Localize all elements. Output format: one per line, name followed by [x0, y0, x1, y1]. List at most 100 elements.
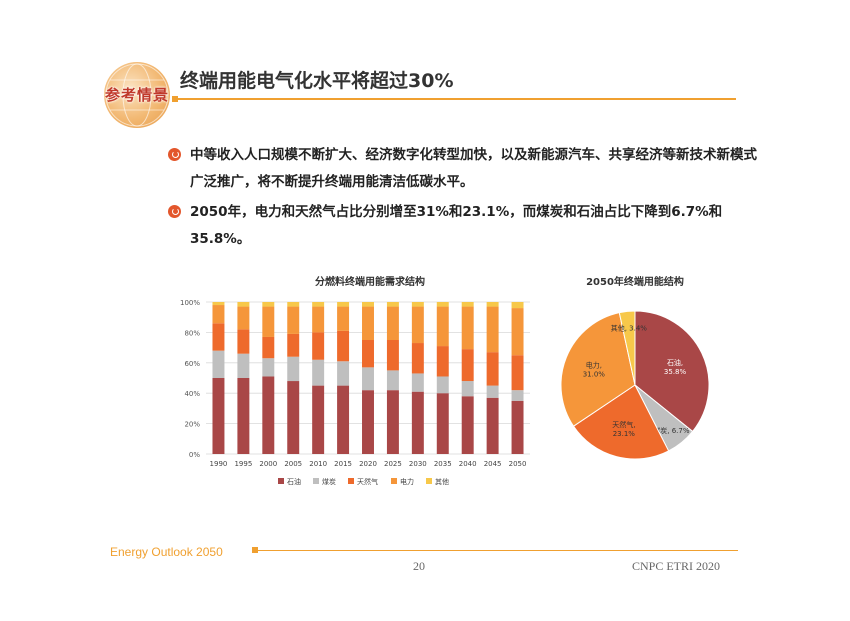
x-tick-label: 2020 — [359, 460, 377, 468]
bar-segment-oil — [287, 381, 300, 454]
bar-segment-other — [386, 302, 399, 307]
bar-segment-gas — [287, 333, 300, 357]
bar-segment-gas — [411, 343, 424, 374]
pie-data-label: 石油, 35.8% — [664, 358, 687, 376]
pie-chart-title: 2050年终端用能结构 — [586, 277, 684, 288]
bar-segment-coal — [262, 358, 275, 377]
legend-swatch-gas — [348, 478, 354, 484]
bar-segment-oil — [362, 390, 374, 454]
bar-segment-coal — [436, 376, 449, 394]
bar-segment-electricity — [212, 305, 225, 324]
pie-slice-gas — [572, 384, 670, 460]
x-tick-label: 1995 — [234, 460, 252, 468]
bullet-list: 中等收入人口规模不断扩大、经济数字化转型加快，以及新能源汽车、共享经济等新技术新… — [168, 142, 758, 256]
bar-segment-other — [436, 302, 449, 307]
bar-segment-oil — [436, 393, 449, 454]
page-number: 20 — [413, 559, 425, 573]
bar-segment-oil — [411, 391, 424, 454]
bar-segment-gas — [262, 336, 275, 359]
legend-swatch-electricity — [391, 478, 397, 484]
bar-segment-other — [461, 302, 474, 307]
power-bullet-icon — [168, 205, 181, 218]
x-tick-label: 2000 — [259, 460, 277, 468]
bar-segment-electricity — [411, 306, 424, 344]
page-title: 终端用能电气化水平将超过30% — [180, 70, 454, 92]
bar-segment-coal — [511, 390, 524, 401]
bar-segment-coal — [312, 359, 325, 386]
pie-slice-electricity — [560, 312, 636, 427]
bar-segment-electricity — [337, 306, 350, 331]
bar-segment-oil — [511, 400, 524, 454]
bar-segment-electricity — [436, 306, 449, 347]
bullet-item: 2050年，电力和天然气占比分别增至31%和23.1%，而煤炭和石油占比下降到6… — [168, 199, 758, 253]
bar-segment-coal — [411, 373, 424, 392]
bar-segment-other — [486, 302, 499, 307]
legend-label: 电力 — [400, 477, 414, 486]
bar-segment-oil — [337, 385, 350, 454]
bar-chart-title: 分燃料终端用能需求结构 — [315, 277, 425, 288]
bar-segment-gas — [237, 329, 250, 354]
bar-segment-gas — [212, 323, 225, 351]
pie-data-label: 煤炭, 6.7% — [653, 426, 690, 435]
bar-segment-gas — [386, 340, 399, 371]
bar-segment-gas — [511, 355, 524, 391]
bullet-item: 中等收入人口规模不断扩大、经济数字化转型加快，以及新能源汽车、共享经济等新技术新… — [168, 142, 758, 196]
bar-segment-coal — [461, 381, 474, 397]
bar-segment-coal — [287, 356, 300, 382]
pie-data-label: 其他, 3.4% — [611, 324, 648, 333]
y-tick-label: 40% — [184, 390, 200, 398]
footer-rule-marker — [252, 547, 258, 553]
footer-report-name: Energy Outlook 2050 — [110, 545, 223, 559]
y-tick-label: 20% — [184, 421, 200, 429]
title-underline — [176, 98, 736, 100]
bar-segment-gas — [337, 330, 350, 362]
bar-segment-electricity — [312, 306, 325, 333]
y-tick-label: 100% — [180, 299, 200, 307]
bar-segment-electricity — [386, 306, 399, 340]
logo-text: 参考情景 — [104, 86, 169, 104]
bar-segment-oil — [312, 385, 325, 454]
pie-slice-other — [618, 310, 636, 386]
bar-segment-electricity — [461, 306, 474, 350]
bar-segment-electricity — [486, 306, 499, 353]
bar-segment-oil — [486, 397, 499, 454]
bar-segment-other — [262, 302, 275, 307]
pie-data-label: 天然气, 23.1% — [612, 420, 635, 438]
y-tick-label: 60% — [184, 360, 200, 368]
bar-segment-gas — [436, 346, 449, 377]
bar-segment-coal — [362, 367, 374, 391]
bar-segment-other — [212, 302, 225, 306]
pie-chart: 石油, 35.8% 煤炭, 6.7% 天然气, 23.1% 电力, 31.0% 其他, 3.4… — [560, 310, 710, 460]
bar-segment-other — [287, 302, 300, 307]
legend-label: 天然气 — [357, 477, 378, 486]
power-bullet-icon — [168, 148, 181, 161]
footer-org: CNPC ETRI 2020 — [632, 559, 721, 573]
bar-segment-gas — [362, 340, 374, 368]
bar-segment-oil — [386, 390, 399, 454]
pie-slice-oil — [634, 310, 710, 433]
bar-segment-electricity — [287, 306, 300, 334]
bullet-text: 2050年，电力和天然气占比分别增至31%和23.1%，而煤炭和石油占比下降到6… — [190, 204, 723, 247]
y-tick-label: 0% — [189, 451, 200, 459]
bar-segment-oil — [461, 396, 474, 454]
bar-segment-oil — [212, 378, 225, 454]
legend-swatch-coal — [313, 478, 319, 484]
bar-segment-electricity — [511, 308, 524, 356]
bar-segment-other — [312, 302, 325, 307]
bar-segment-other — [237, 302, 250, 307]
x-tick-label: 2015 — [334, 460, 352, 468]
bar-segment-other — [362, 302, 374, 307]
bar-segment-gas — [461, 349, 474, 382]
legend-swatch-other — [426, 478, 432, 484]
globe-icon — [105, 63, 169, 127]
x-tick-label: 2005 — [284, 460, 302, 468]
legend-swatch-oil — [278, 478, 284, 484]
legend-label: 石油 — [287, 477, 301, 486]
bar-segment-other — [511, 302, 524, 309]
x-tick-label: 2040 — [459, 460, 477, 468]
bar-segment-coal — [486, 385, 499, 398]
bar-segment-coal — [212, 350, 225, 378]
bar-segment-electricity — [362, 306, 374, 340]
x-tick-label: 2045 — [484, 460, 502, 468]
logo: 参考情景 — [104, 62, 170, 128]
